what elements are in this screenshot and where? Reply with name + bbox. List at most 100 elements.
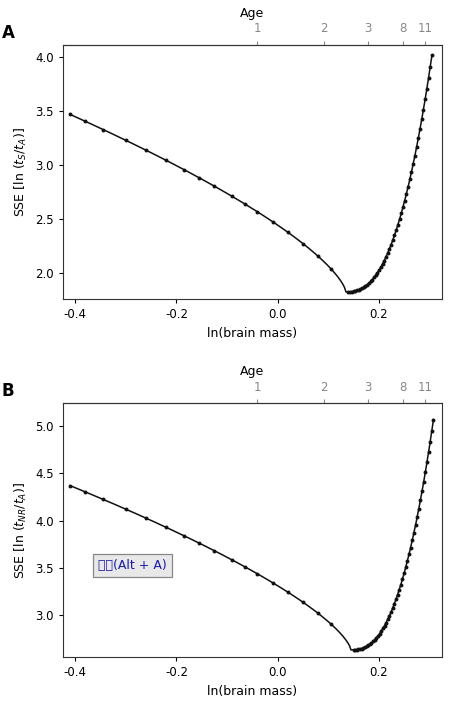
Point (372, 269, 379, 281)
Point (327, 618, 335, 630)
Point (379, 258, 386, 269)
Point (163, 522, 170, 533)
Point (364, 279, 371, 290)
Point (254, 206, 261, 217)
Point (428, 49, 436, 61)
Point (389, 603, 396, 614)
Point (430, 414, 437, 425)
Point (142, 145, 150, 156)
Point (408, 166, 415, 178)
Point (369, 274, 376, 286)
Point (350, 644, 357, 656)
Point (401, 568, 408, 579)
Point (394, 589, 401, 601)
Point (389, 235, 396, 246)
Point (362, 281, 369, 292)
Point (392, 594, 400, 605)
Point (418, 486, 426, 497)
Point (386, 610, 393, 621)
Text: 截图(Alt + A): 截图(Alt + A) (98, 559, 167, 572)
Point (414, 512, 421, 523)
Point (427, 61, 434, 73)
Point (211, 545, 218, 556)
Text: A: A (2, 24, 15, 42)
Point (399, 573, 406, 584)
X-axis label: ln(brain mass): ln(brain mass) (207, 685, 297, 698)
Point (411, 150, 418, 161)
Point (373, 632, 380, 644)
Point (366, 639, 374, 650)
Point (370, 272, 378, 283)
Point (404, 556, 411, 567)
Point (358, 283, 365, 294)
Point (391, 599, 398, 610)
Point (363, 641, 370, 652)
Point (284, 226, 291, 238)
Point (355, 644, 362, 655)
Point (82, 116, 89, 127)
Point (399, 202, 406, 213)
Point (327, 263, 335, 274)
Point (391, 230, 398, 241)
Point (361, 642, 369, 653)
Point (299, 238, 307, 249)
Point (299, 596, 307, 608)
Point (352, 286, 359, 297)
Point (314, 250, 321, 262)
Point (196, 537, 203, 548)
Point (365, 278, 373, 289)
Point (367, 276, 374, 287)
Point (370, 636, 377, 647)
Point (402, 562, 409, 573)
Point (415, 133, 422, 144)
Point (425, 446, 432, 458)
Point (353, 285, 361, 296)
Point (403, 188, 410, 200)
Point (368, 637, 375, 649)
Point (392, 225, 400, 236)
Point (196, 172, 203, 183)
Point (420, 104, 427, 115)
Point (415, 503, 423, 515)
Point (398, 208, 405, 219)
Point (397, 579, 405, 590)
Point (100, 493, 107, 505)
Point (407, 542, 414, 553)
Point (405, 181, 412, 192)
Point (374, 630, 382, 642)
Point (381, 620, 388, 631)
Point (122, 503, 129, 515)
Point (378, 625, 385, 637)
Point (425, 73, 432, 84)
Point (386, 243, 393, 255)
Point (412, 520, 419, 531)
Point (66, 480, 74, 491)
Point (384, 247, 391, 259)
Point (163, 155, 170, 166)
Point (418, 114, 425, 125)
Text: B: B (2, 382, 14, 400)
Point (423, 83, 431, 94)
Point (365, 639, 372, 651)
Y-axis label: SSE $[\ln\,(t_{NR}/t_A)]$: SSE $[\ln\,(t_{NR}/t_A)]$ (13, 482, 30, 579)
Point (387, 606, 395, 618)
Point (353, 644, 361, 655)
Point (211, 180, 218, 192)
Point (406, 174, 414, 185)
Point (423, 457, 431, 468)
Point (375, 264, 383, 276)
Point (384, 613, 392, 625)
Point (416, 123, 423, 135)
Point (376, 628, 383, 639)
Point (417, 494, 424, 505)
Point (180, 530, 188, 541)
Point (254, 568, 261, 580)
Point (394, 219, 401, 231)
Point (409, 158, 417, 169)
Point (358, 643, 365, 654)
Point (284, 587, 291, 598)
Point (142, 513, 150, 524)
Point (422, 467, 429, 478)
Point (352, 644, 359, 656)
X-axis label: Age: Age (240, 7, 264, 20)
